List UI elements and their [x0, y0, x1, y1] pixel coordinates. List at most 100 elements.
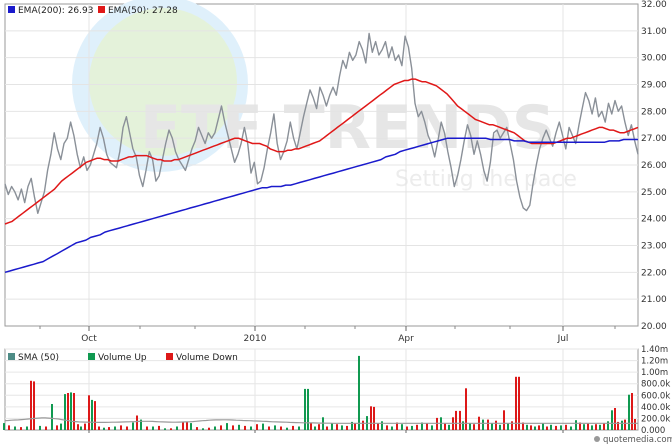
volume-down-bar [518, 376, 520, 430]
volume-down-bar [603, 423, 605, 430]
volume-up-bar [341, 425, 343, 430]
volume-up-bar [307, 388, 309, 430]
volume-down-bar [495, 420, 497, 430]
volume-down-bar [256, 424, 258, 430]
volume-down-bar [336, 424, 338, 430]
volume-down-bar [634, 419, 636, 430]
volume-up-bar [358, 355, 360, 430]
volume-down-bar [465, 388, 467, 430]
volume-x-ticks [88, 430, 564, 433]
price-y-tick-label: 29.00 [641, 81, 667, 91]
price-y-tick-label: 32.00 [641, 0, 667, 10]
volume-up-bar [250, 426, 252, 430]
volume-up-bar [286, 427, 288, 430]
volume-up-bar [570, 426, 572, 430]
volume-up-bar [507, 423, 509, 430]
volume-up-bar [26, 426, 28, 430]
volume-grid [5, 348, 638, 430]
price-y-tick-label: 27.00 [641, 134, 667, 144]
footer-brand-text: quotemedia.com [603, 435, 672, 445]
volume-y-tick-label: 800.0k [641, 380, 670, 390]
legend-swatch-volume-up [88, 353, 95, 360]
volume-up-bar [411, 425, 413, 430]
volume-up-bar [482, 419, 484, 430]
watermark-title: ETF TRENDS [140, 93, 555, 163]
volume-y-tick-label: 200.0k [641, 414, 670, 424]
price-panel: ETF TRENDS Setting the pace Oct 2010 Apr Ju… [4, 0, 667, 344]
price-y-tick-label: 30.00 [641, 54, 667, 64]
volume-down-bar [20, 427, 22, 430]
price-x-tick-label: Apr [398, 334, 414, 344]
volume-up-bar [381, 421, 383, 430]
sma-line [4, 417, 638, 424]
volume-up-bar [542, 423, 544, 430]
volume-up-bar [304, 388, 306, 430]
volume-down-bar [186, 421, 188, 430]
volume-up-bar [526, 424, 528, 430]
legend-swatch-sma [8, 353, 15, 360]
volume-up-bar [628, 394, 630, 430]
volume-down-bar [30, 380, 32, 430]
volume-down-bar [370, 406, 372, 430]
volume-down-bar [136, 415, 138, 430]
volume-down-bar [579, 422, 581, 430]
volume-up-bar [469, 423, 471, 430]
volume-down-bar [220, 425, 222, 430]
price-y-tick-label: 23.00 [641, 242, 667, 252]
volume-down-bar [538, 425, 540, 430]
watermark: ETF TRENDS Setting the pace [72, 0, 577, 192]
volume-down-bar [73, 393, 75, 430]
volume-up-bar [560, 425, 562, 430]
volume-up-bar [274, 425, 276, 430]
volume-y-tick-label: 1.00m [641, 368, 668, 378]
volume-up-bar [491, 423, 493, 430]
price-y-tick-label: 25.00 [641, 188, 667, 198]
volume-down-bar [88, 395, 90, 430]
legend-sma: SMA (50) [18, 353, 59, 363]
volume-down-bar [326, 426, 328, 430]
volume-down-bar [631, 393, 633, 430]
volume-up-bar [226, 423, 228, 430]
volume-down-bar [146, 426, 148, 430]
volume-down-bar [84, 423, 86, 430]
volume-down-bar [8, 425, 10, 430]
volume-up-bar [583, 424, 585, 430]
price-y-tick-label: 21.00 [641, 295, 667, 305]
volume-up-bar [499, 424, 501, 430]
volume-up-bar [448, 424, 450, 430]
volume-up-bar [401, 424, 403, 430]
legend-swatch-ema50 [98, 6, 105, 13]
volume-down-bar [473, 424, 475, 430]
price-lines [4, 32, 639, 274]
price-y-tick-label: 24.00 [641, 215, 667, 225]
legend-swatch-volume-down [166, 353, 173, 360]
volume-up-bar [14, 426, 16, 430]
volume-up-bar [91, 399, 93, 430]
volume-down-bar [33, 381, 35, 430]
volume-down-bar [77, 424, 79, 430]
volume-down-bar [182, 421, 184, 430]
volume-up-bar [591, 425, 593, 430]
price-y-tick-label: 31.00 [641, 27, 667, 37]
volume-bars [3, 355, 636, 430]
volume-sma [4, 417, 638, 424]
volume-down-bar [280, 426, 282, 430]
price-x-tick-label: Jul [557, 334, 569, 344]
volume-down-bar [98, 426, 100, 430]
volume-down-bar [158, 425, 160, 430]
volume-down-bar [515, 376, 517, 430]
volume-down-bar [555, 425, 557, 430]
legend-swatch-ema200 [8, 6, 15, 13]
volume-down-bar [126, 426, 128, 430]
price-y-ticks: 32.00 31.00 30.00 29.00 28.00 27.00 26.00 25.00… [641, 0, 667, 332]
volume-down-bar [362, 420, 364, 430]
volume-up-bar [575, 420, 577, 430]
volume-up-bar [331, 423, 333, 430]
volume-up-bar [114, 426, 116, 430]
volume-down-bar [487, 419, 489, 430]
footer-brand: quotemedia.com [594, 435, 672, 445]
volume-up-bar [351, 421, 353, 430]
volume-down-bar [170, 428, 172, 430]
